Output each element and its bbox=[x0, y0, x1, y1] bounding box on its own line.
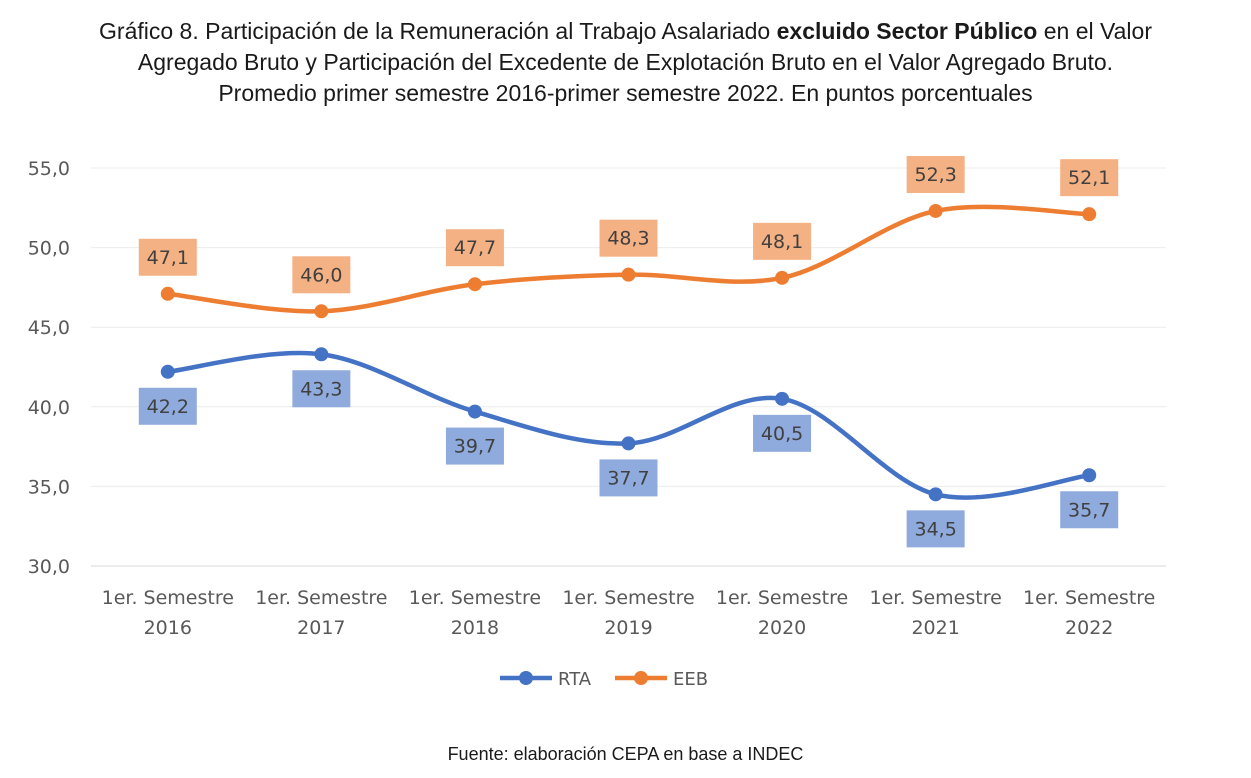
y-tick-label: 55,0 bbox=[28, 158, 70, 180]
data-label-box bbox=[1060, 491, 1119, 529]
x-tick-label: 1er. Semestre bbox=[255, 587, 387, 609]
data-label: 47,7 bbox=[454, 237, 496, 259]
data-label-box bbox=[292, 370, 351, 408]
data-point-eeb bbox=[1082, 207, 1097, 222]
y-tick-label: 40,0 bbox=[28, 397, 70, 419]
chart-title: Gráfico 8. Participación de la Remunerac… bbox=[0, 16, 1251, 109]
title-line2: Agregado Bruto y Participación del Exced… bbox=[137, 49, 1114, 75]
x-tick-label: 1er. Semestre bbox=[409, 587, 541, 609]
title-text-end: en el Valor bbox=[1037, 18, 1152, 44]
data-point-eeb bbox=[467, 277, 482, 292]
data-point-rta bbox=[928, 487, 943, 502]
data-point-eeb bbox=[621, 267, 636, 282]
x-tick-label: 1er. Semestre bbox=[716, 587, 848, 609]
x-tick-label: 2022 bbox=[1065, 617, 1113, 639]
x-tick-label: 2020 bbox=[758, 617, 806, 639]
legend-label: EEB bbox=[673, 669, 708, 690]
x-tick-label: 2016 bbox=[144, 617, 192, 639]
data-point-rta bbox=[775, 391, 790, 406]
data-label: 43,3 bbox=[300, 378, 342, 400]
data-label: 52,3 bbox=[914, 164, 956, 186]
legend-marker-eeb bbox=[634, 671, 648, 685]
data-label: 48,1 bbox=[761, 231, 803, 253]
data-point-eeb bbox=[314, 304, 329, 319]
data-point-rta bbox=[160, 364, 175, 379]
data-label: 35,7 bbox=[1068, 499, 1110, 521]
x-tick-label: 1er. Semestre bbox=[562, 587, 694, 609]
data-point-rta bbox=[467, 404, 482, 419]
data-point-eeb bbox=[928, 203, 943, 218]
data-label-box bbox=[445, 427, 504, 465]
data-label: 47,1 bbox=[147, 247, 189, 269]
x-tick-label: 2021 bbox=[911, 617, 959, 639]
y-tick-label: 50,0 bbox=[28, 238, 70, 260]
y-tick-label: 30,0 bbox=[28, 556, 70, 578]
source-note: Fuente: elaboración CEPA en base a INDEC bbox=[447, 744, 804, 764]
title-bold: excluido Sector Público bbox=[776, 18, 1038, 44]
y-tick-label: 45,0 bbox=[28, 317, 70, 339]
data-label-box bbox=[445, 229, 504, 267]
x-tick-label: 2017 bbox=[297, 617, 345, 639]
data-label: 39,7 bbox=[454, 436, 496, 458]
data-label-box bbox=[599, 219, 658, 257]
data-label: 42,2 bbox=[147, 396, 189, 418]
data-label-box bbox=[138, 238, 197, 276]
data-point-eeb bbox=[160, 286, 175, 301]
data-label: 48,3 bbox=[607, 228, 649, 250]
legend-marker-rta bbox=[519, 671, 533, 685]
data-point-eeb bbox=[775, 270, 790, 285]
title-text: Gráfico 8. Participación de la Remunerac… bbox=[99, 18, 777, 44]
data-point-rta bbox=[1082, 468, 1097, 483]
x-tick-label: 1er. Semestre bbox=[1023, 587, 1155, 609]
x-tick-label: 2019 bbox=[604, 617, 652, 639]
y-tick-label: 35,0 bbox=[28, 476, 70, 498]
data-label-box bbox=[906, 510, 965, 548]
x-tick-label: 1er. Semestre bbox=[102, 587, 234, 609]
data-point-rta bbox=[314, 347, 329, 362]
data-label-box bbox=[753, 222, 812, 260]
data-label: 46,0 bbox=[300, 264, 342, 286]
legend-label: RTA bbox=[558, 669, 592, 690]
data-label: 40,5 bbox=[761, 423, 803, 445]
data-label: 52,1 bbox=[1068, 167, 1110, 189]
data-label-box bbox=[599, 459, 658, 497]
data-label: 34,5 bbox=[914, 518, 956, 540]
data-label-box bbox=[1060, 159, 1119, 197]
data-label-box bbox=[753, 414, 812, 452]
title-line3: Promedio primer semestre 2016-primer sem… bbox=[218, 80, 1033, 106]
x-tick-label: 2018 bbox=[451, 617, 499, 639]
data-label-box bbox=[292, 256, 351, 294]
data-label-box bbox=[138, 387, 197, 425]
data-label-box bbox=[906, 155, 965, 193]
data-label: 37,7 bbox=[607, 467, 649, 489]
x-tick-label: 1er. Semestre bbox=[869, 587, 1001, 609]
data-point-rta bbox=[621, 436, 636, 451]
